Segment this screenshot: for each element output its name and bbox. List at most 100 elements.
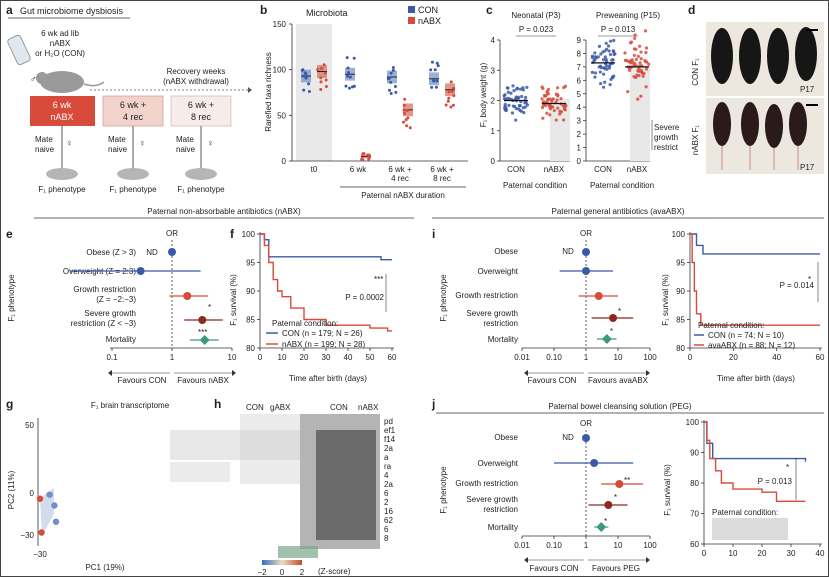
j-row-severe-2: restriction bbox=[483, 505, 518, 514]
c-point bbox=[507, 103, 511, 107]
j-or-label: OR bbox=[580, 419, 592, 428]
f-xtick-label: 0 bbox=[258, 353, 263, 362]
f1-phenotype-label: F₁ phenotype bbox=[38, 185, 86, 194]
c-y-ticks: 0 1 2 3 4 0 1 2 3 4 5 6 7 8 9 bbox=[491, 36, 586, 166]
j-sig-severe: * bbox=[614, 493, 617, 502]
z-scale-tick: 2 bbox=[300, 568, 305, 577]
c-point bbox=[599, 81, 603, 86]
j_surv-ytick-label: 60 bbox=[690, 540, 699, 549]
f-ytick-label: 90 bbox=[246, 287, 255, 296]
c-p-left: P = 0.023 bbox=[519, 25, 554, 34]
i-favours-con: Favours CON bbox=[528, 376, 577, 385]
f-survival-line-nabx bbox=[260, 233, 392, 332]
j_forest-tick-label: 1 bbox=[584, 541, 589, 550]
f-xtick-label: 10 bbox=[278, 353, 287, 362]
c-cat-con-right: CON bbox=[594, 165, 612, 174]
i_forest-or-point bbox=[594, 292, 603, 300]
nabx-mice-tails bbox=[721, 146, 799, 170]
c-point bbox=[522, 110, 526, 115]
i_surv-ytick-label: 95 bbox=[676, 259, 685, 268]
c-point bbox=[597, 44, 602, 49]
c-point bbox=[545, 111, 549, 115]
c-point bbox=[543, 94, 547, 98]
c-point bbox=[555, 86, 560, 90]
water-bottle-icon bbox=[7, 34, 31, 66]
b-point bbox=[403, 97, 407, 101]
h-scale-label: (Z-score) bbox=[318, 567, 351, 576]
c-data-marks bbox=[502, 29, 651, 161]
j_surv-xtick-label: 20 bbox=[758, 549, 767, 558]
box-8rec bbox=[170, 95, 232, 127]
i-row-overweight: Overweight bbox=[478, 267, 519, 276]
i-ylabel: F₁ phenotype bbox=[439, 274, 448, 322]
t0-shade bbox=[296, 24, 332, 161]
section-j-title: Paternal bowel cleansing solution (PEG) bbox=[548, 402, 692, 411]
j-legend-title: Paternal condition: bbox=[712, 508, 778, 517]
j_forest-or-point bbox=[590, 459, 599, 467]
i-surv-p: P = 0.014 bbox=[780, 281, 815, 290]
panel-label-i: i bbox=[432, 227, 435, 241]
panel-label-a: a bbox=[6, 3, 13, 17]
c-point bbox=[605, 64, 609, 68]
b-point bbox=[446, 99, 450, 103]
panel-b-title: Microbiota bbox=[306, 8, 348, 18]
c-point bbox=[611, 49, 615, 53]
b-point bbox=[435, 79, 439, 83]
i_forest-or-point bbox=[609, 314, 618, 322]
b-point bbox=[434, 85, 438, 89]
b-point bbox=[402, 108, 406, 112]
i_forest-nd-point bbox=[582, 248, 590, 256]
i-data-marks bbox=[559, 248, 634, 344]
j_surv-survival-line-con bbox=[704, 421, 807, 462]
i_surv-ytick-label: 100 bbox=[672, 230, 686, 239]
c-point bbox=[598, 70, 602, 74]
b-point bbox=[346, 74, 350, 78]
c-point bbox=[563, 105, 567, 109]
c-point bbox=[515, 86, 519, 90]
e-tick-label: 1 bbox=[170, 353, 175, 362]
f-legend-con: CON (n = 179; N = 26) bbox=[282, 329, 363, 338]
pca-point-red bbox=[36, 495, 44, 502]
c-shade bbox=[550, 98, 570, 161]
b-point bbox=[320, 66, 324, 70]
c-point bbox=[644, 67, 649, 71]
i-favours-ava: Favours avaABX bbox=[588, 376, 649, 385]
c-point bbox=[638, 61, 642, 65]
b-point bbox=[393, 85, 397, 89]
e-row-growth-2: (Z = −2:−3) bbox=[96, 295, 136, 304]
h-col-con-2: CON bbox=[330, 403, 348, 412]
b-y-ticks: 0 50 100 150 bbox=[273, 20, 292, 166]
b-point bbox=[447, 96, 451, 100]
c-point bbox=[637, 67, 641, 71]
box1-line1: 6 wk bbox=[53, 100, 72, 110]
c-point bbox=[524, 101, 528, 105]
c-point bbox=[563, 108, 567, 112]
c-point bbox=[563, 84, 568, 88]
b-point bbox=[304, 72, 308, 76]
f-xtick-label: 30 bbox=[322, 353, 331, 362]
panel-label-j: j bbox=[431, 397, 435, 411]
pca-point-blue bbox=[51, 502, 58, 509]
mate-label: Mate bbox=[35, 135, 53, 144]
c-point bbox=[634, 75, 638, 80]
c-cat-con-left: CON bbox=[507, 165, 525, 174]
b-point bbox=[391, 68, 395, 72]
b-point bbox=[435, 61, 439, 65]
legend-nabx-swatch bbox=[408, 17, 415, 24]
c-point bbox=[644, 50, 648, 55]
g-blue-hull bbox=[40, 488, 54, 536]
nabx-mice-silhouettes bbox=[713, 102, 807, 148]
panel-c: c Neonatal (P3) Preweaning (P15) P = 0.0… bbox=[479, 3, 680, 190]
c-point bbox=[644, 46, 649, 50]
c-point bbox=[623, 51, 627, 55]
j-surv-sig: * bbox=[786, 463, 789, 472]
b-point bbox=[323, 71, 327, 75]
i_surv-survival-line-avaabx bbox=[690, 233, 820, 326]
i_forest-or-point bbox=[601, 334, 612, 344]
panel-j: j OR F₁ phenotype Obese Overweight Growt… bbox=[431, 397, 825, 573]
b-point bbox=[324, 84, 328, 88]
b-point bbox=[430, 85, 434, 89]
c-tick-label: 4 bbox=[491, 36, 496, 45]
j-sig-growth: ** bbox=[624, 476, 630, 485]
